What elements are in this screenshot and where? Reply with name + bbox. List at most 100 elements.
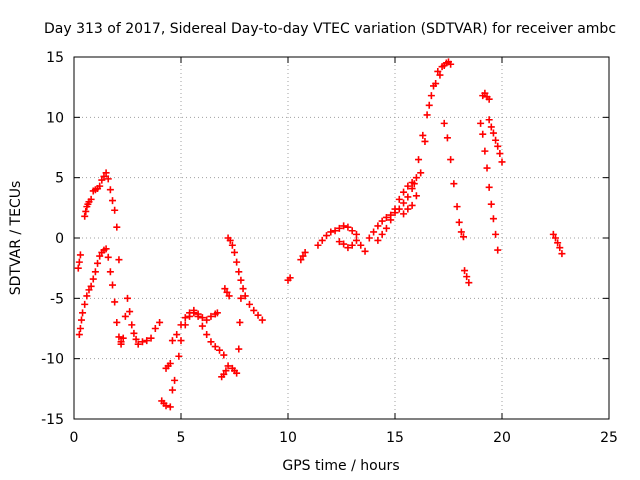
data-point bbox=[134, 340, 142, 348]
data-point bbox=[237, 294, 245, 302]
data-point bbox=[481, 147, 489, 155]
data-point bbox=[79, 309, 87, 317]
data-point bbox=[198, 314, 206, 322]
data-point bbox=[115, 256, 123, 264]
data-point bbox=[102, 245, 110, 253]
data-point bbox=[81, 300, 89, 308]
data-point bbox=[113, 318, 121, 326]
data-point bbox=[425, 101, 433, 109]
data-point bbox=[348, 241, 356, 249]
data-point bbox=[85, 286, 93, 294]
data-point bbox=[175, 352, 183, 360]
data-point bbox=[203, 316, 211, 324]
data-point bbox=[211, 343, 219, 351]
data-point bbox=[443, 134, 451, 142]
data-point bbox=[481, 89, 489, 97]
series-s6 bbox=[158, 309, 228, 411]
data-point bbox=[400, 188, 408, 196]
data-point bbox=[119, 334, 127, 342]
data-point bbox=[412, 192, 420, 200]
y-tick-label: 0 bbox=[55, 231, 64, 247]
data-point bbox=[492, 230, 500, 238]
data-point bbox=[76, 251, 84, 259]
series-s23 bbox=[461, 267, 473, 287]
data-point bbox=[348, 227, 356, 235]
data-point bbox=[440, 119, 448, 127]
data-point bbox=[109, 281, 117, 289]
data-point bbox=[400, 210, 408, 218]
x-tick-label: 10 bbox=[279, 430, 297, 446]
data-point bbox=[117, 340, 125, 348]
data-point bbox=[233, 258, 241, 266]
data-point bbox=[344, 244, 352, 252]
data-point bbox=[166, 403, 174, 411]
data-point bbox=[77, 316, 85, 324]
data-point bbox=[485, 116, 493, 124]
data-point bbox=[128, 321, 136, 329]
y-axis-label: SDTVAR / TECUs bbox=[8, 181, 24, 296]
data-point bbox=[221, 285, 229, 293]
data-point bbox=[258, 316, 266, 324]
series-s20 bbox=[410, 71, 444, 188]
data-point bbox=[387, 216, 395, 224]
data-point bbox=[96, 252, 104, 260]
data-point bbox=[231, 248, 238, 256]
data-point bbox=[382, 213, 390, 221]
data-point bbox=[391, 205, 399, 213]
data-point bbox=[74, 264, 82, 272]
data-point bbox=[109, 197, 117, 205]
data-point bbox=[492, 136, 500, 144]
data-point bbox=[408, 185, 416, 193]
data-point bbox=[463, 273, 471, 281]
series-s16 bbox=[335, 236, 369, 255]
data-point bbox=[382, 224, 390, 232]
data-point bbox=[173, 331, 181, 339]
data-point bbox=[245, 300, 253, 308]
data-point bbox=[340, 240, 348, 248]
data-point bbox=[91, 268, 99, 276]
data-point bbox=[198, 322, 206, 330]
data-point bbox=[404, 193, 412, 201]
data-point bbox=[352, 230, 360, 238]
data-point bbox=[404, 205, 412, 213]
data-points bbox=[74, 58, 566, 411]
series-s4 bbox=[89, 169, 123, 264]
data-point bbox=[485, 183, 493, 191]
data-point bbox=[318, 236, 326, 244]
data-point bbox=[143, 337, 151, 345]
series-s18 bbox=[374, 178, 416, 244]
y-tick-label: -10 bbox=[41, 352, 64, 368]
series-s5 bbox=[117, 294, 164, 348]
y-tick-label: -15 bbox=[41, 412, 64, 428]
data-point bbox=[98, 176, 106, 184]
data-point bbox=[314, 241, 322, 249]
data-point bbox=[124, 294, 131, 302]
data-point bbox=[459, 233, 467, 241]
data-point bbox=[352, 236, 360, 244]
data-point bbox=[340, 222, 348, 230]
data-point bbox=[374, 236, 382, 244]
data-point bbox=[457, 228, 465, 236]
series-s22 bbox=[440, 119, 467, 241]
data-point bbox=[489, 215, 497, 223]
data-point bbox=[250, 306, 258, 314]
y-tick-label: -5 bbox=[50, 291, 64, 307]
data-point bbox=[171, 376, 179, 384]
data-point bbox=[224, 362, 232, 370]
data-point bbox=[297, 256, 305, 264]
data-point bbox=[162, 402, 170, 410]
data-point bbox=[94, 259, 102, 267]
data-point bbox=[186, 309, 194, 317]
data-point bbox=[132, 335, 140, 343]
data-point bbox=[220, 351, 228, 359]
data-point bbox=[496, 150, 504, 158]
data-point bbox=[213, 309, 221, 317]
data-point bbox=[87, 282, 95, 290]
data-point bbox=[549, 230, 557, 238]
data-point bbox=[489, 129, 497, 137]
series-s7 bbox=[162, 359, 174, 372]
data-point bbox=[404, 182, 412, 190]
data-point bbox=[494, 246, 502, 254]
data-point bbox=[465, 279, 473, 287]
